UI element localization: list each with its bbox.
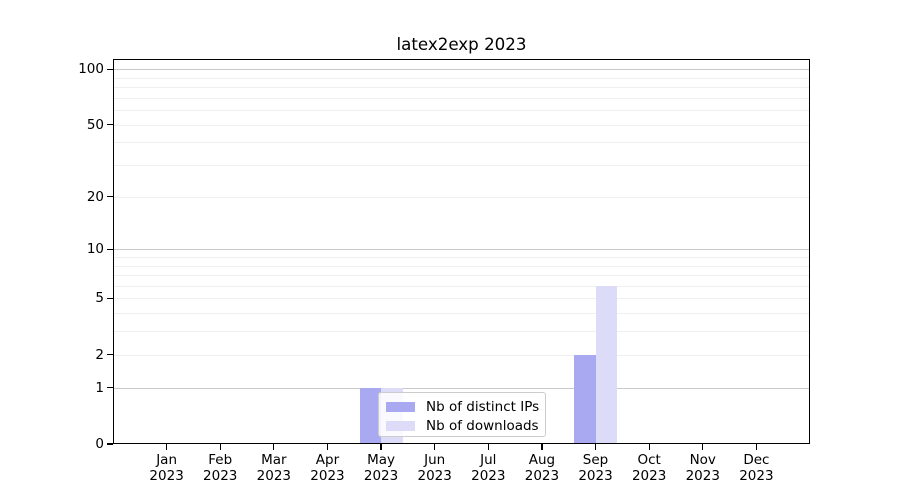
x-tick-label-line: Nov bbox=[689, 452, 716, 468]
gridline-minor bbox=[113, 313, 810, 315]
gridline-minor bbox=[113, 285, 810, 287]
x-tick bbox=[380, 444, 382, 450]
y-tick-label: 5 bbox=[95, 290, 104, 307]
x-tick-label-line: Apr bbox=[315, 452, 340, 468]
x-tick-label-line: 2023 bbox=[578, 468, 613, 484]
x-tick-label: Feb 2023 bbox=[188, 452, 252, 484]
bar-distinct-ips-sep bbox=[574, 354, 596, 444]
x-tick-label-line: 2023 bbox=[203, 468, 238, 484]
plot-area bbox=[113, 59, 810, 444]
y-tick bbox=[107, 443, 113, 445]
x-tick bbox=[541, 444, 543, 450]
x-tick-label-line: 2023 bbox=[685, 468, 720, 484]
x-tick-label-line: 2023 bbox=[739, 468, 774, 484]
gridline-minor bbox=[113, 165, 810, 167]
y-tick bbox=[107, 196, 113, 198]
x-tick-label: Jan 2023 bbox=[135, 452, 199, 484]
legend-label-distinct-ips: Nb of distinct IPs bbox=[426, 399, 540, 415]
y-tick bbox=[107, 248, 113, 250]
gridline-minor bbox=[113, 97, 810, 99]
legend-row-distinct-ips: Nb of distinct IPs bbox=[386, 398, 540, 416]
y-tick-label: 20 bbox=[86, 188, 104, 205]
y-tick-label: 100 bbox=[78, 61, 104, 78]
x-tick-label-line: Jul bbox=[480, 452, 497, 468]
gridline-minor bbox=[113, 142, 810, 144]
x-tick-label-line: Jan bbox=[156, 452, 178, 468]
x-tick-label-line: 2023 bbox=[310, 468, 345, 484]
x-tick bbox=[166, 444, 168, 450]
y-tick bbox=[107, 124, 113, 126]
y-tick-label: 2 bbox=[95, 346, 104, 363]
gridline-minor bbox=[113, 265, 810, 267]
x-tick-label: Sep 2023 bbox=[564, 452, 628, 484]
x-tick-label: May 2023 bbox=[349, 452, 413, 484]
x-tick-label: Apr 2023 bbox=[295, 452, 359, 484]
legend-row-downloads: Nb of downloads bbox=[386, 417, 539, 435]
x-tick-label-line: Dec bbox=[743, 452, 770, 468]
y-tick-label: 1 bbox=[95, 379, 104, 396]
chart-title: latex2exp 2023 bbox=[396, 34, 527, 54]
x-tick bbox=[702, 444, 704, 450]
x-tick-label-line: 2023 bbox=[256, 468, 292, 484]
y-tick bbox=[107, 387, 113, 389]
bar-downloads-sep bbox=[595, 285, 618, 444]
gridline-minor bbox=[113, 354, 810, 356]
gridline-major bbox=[113, 69, 810, 71]
legend-swatch-downloads bbox=[386, 420, 415, 432]
x-tick-label-line: 2023 bbox=[471, 468, 506, 484]
x-tick-label-line: 2023 bbox=[631, 468, 667, 484]
gridline-minor bbox=[113, 196, 810, 198]
x-tick-label-line: Aug bbox=[528, 452, 556, 468]
gridline-minor bbox=[113, 275, 810, 277]
x-tick bbox=[273, 444, 275, 450]
gridline-minor bbox=[113, 110, 810, 112]
x-tick bbox=[487, 444, 489, 450]
x-tick bbox=[326, 444, 329, 450]
x-tick bbox=[594, 444, 597, 450]
y-tick-label: 10 bbox=[86, 241, 104, 258]
x-tick-label: Jul 2023 bbox=[456, 452, 520, 484]
legend: Nb of distinct IPs Nb of downloads bbox=[378, 392, 546, 437]
gridline-minor bbox=[113, 298, 810, 300]
legend-label-downloads: Nb of downloads bbox=[426, 418, 539, 434]
x-tick-label-line: Feb bbox=[208, 452, 233, 468]
x-tick bbox=[434, 444, 436, 450]
x-tick-label: Mar 2023 bbox=[242, 452, 306, 484]
x-tick-label-line: 2023 bbox=[524, 468, 560, 484]
x-tick-label: Dec 2023 bbox=[724, 452, 788, 484]
gridline-minor bbox=[113, 331, 810, 333]
gridline-major bbox=[113, 387, 810, 389]
x-tick-label-line: 2023 bbox=[417, 468, 452, 484]
x-tick-label-line: 2023 bbox=[149, 468, 184, 484]
bar-distinct-ips-may bbox=[359, 387, 382, 444]
y-tick bbox=[107, 297, 113, 300]
gridline-minor bbox=[113, 87, 810, 89]
x-tick-label: Aug 2023 bbox=[510, 452, 574, 484]
gridline-minor bbox=[113, 124, 810, 126]
legend-swatch-distinct-ips bbox=[386, 401, 415, 413]
x-tick-label-line: 2023 bbox=[363, 468, 399, 484]
y-tick bbox=[107, 68, 113, 70]
x-tick-label: Oct 2023 bbox=[617, 452, 681, 484]
x-tick bbox=[648, 444, 650, 450]
y-tick-label: 0 bbox=[95, 436, 104, 452]
y-tick-label: 50 bbox=[86, 116, 104, 133]
x-tick-label-line: Oct bbox=[637, 452, 661, 468]
gridline-major bbox=[113, 249, 810, 251]
x-tick-label: Jun 2023 bbox=[403, 452, 467, 484]
x-tick-label: Nov 2023 bbox=[671, 452, 735, 484]
x-tick bbox=[755, 444, 757, 450]
gridline-minor bbox=[113, 257, 810, 258]
x-tick-label-line: Jun bbox=[424, 452, 446, 468]
gridline-minor bbox=[113, 77, 810, 79]
x-tick-label-line: Mar bbox=[261, 452, 287, 468]
y-tick bbox=[107, 354, 113, 356]
x-tick-label-line: May bbox=[367, 452, 396, 468]
x-tick-label-line: Sep bbox=[582, 452, 609, 468]
x-tick bbox=[219, 444, 221, 450]
